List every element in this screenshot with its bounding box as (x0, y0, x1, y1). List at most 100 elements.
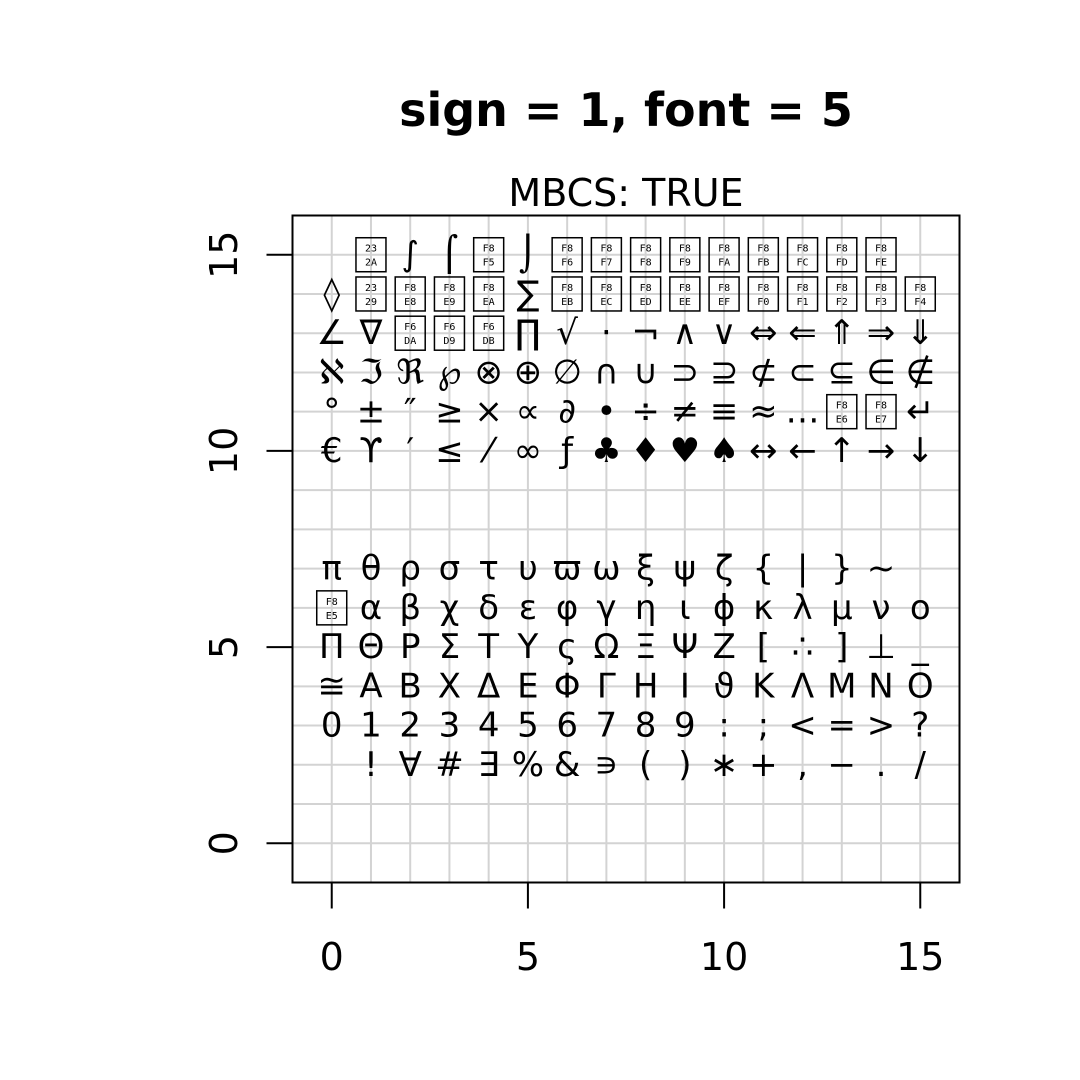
glyph-10-9: ♥ (670, 431, 700, 471)
missing-glyph-code-low: FD (836, 258, 848, 269)
glyph-13-13: ⇑ (828, 313, 857, 353)
glyph-4-1: Α (359, 666, 382, 706)
glyph-7-3: σ (439, 549, 461, 589)
chart-subtitle: MBCS: TRUE (508, 171, 743, 215)
missing-glyph-code-low: ED (640, 297, 652, 308)
missing-glyph-code-high: F8 (483, 244, 495, 255)
missing-glyph-code-low: E9 (443, 297, 455, 308)
glyph-3-9: 9 (674, 706, 696, 746)
glyph-5-15: _ (911, 627, 930, 667)
glyph-13-12: ⇐ (788, 313, 817, 353)
glyph-12-14: ∈ (866, 352, 896, 392)
missing-glyph-frame (629, 236, 662, 273)
missing-glyph-code-low: F8 (640, 258, 652, 269)
missing-glyph-code-high: F8 (718, 244, 730, 255)
missing-glyph-box-14-9: F8 EE (669, 276, 701, 312)
glyph-12-9: ⊃ (671, 352, 700, 392)
glyph-10-6: ƒ (558, 431, 574, 471)
missing-glyph-code-high: F8 (836, 283, 848, 294)
missing-glyph-code-low: F6 (561, 258, 573, 269)
missing-glyph-frame (472, 236, 505, 273)
glyph-7-0: π (321, 549, 341, 589)
missing-glyph-frame (708, 236, 740, 273)
missing-glyph-box-15-11: F8 FB (747, 236, 780, 273)
glyph-6-6: φ (556, 588, 578, 628)
missing-glyph-code-low: F9 (679, 258, 691, 269)
glyph-5-7: Ω (593, 627, 619, 667)
missing-glyph-code-low: DA (404, 336, 416, 347)
glyph-3-4: 4 (478, 706, 500, 746)
missing-glyph-code-high: 23 (365, 283, 377, 294)
glyph-15-5: ⌡ (519, 233, 537, 275)
glyph-12-15: ∉ (905, 352, 935, 392)
missing-glyph-box-15-14: F8 FE (865, 236, 897, 273)
glyph-4-0: ≅ (317, 666, 346, 706)
missing-glyph-code-low: D9 (443, 336, 455, 347)
glyph-13-0: ∠ (316, 313, 346, 353)
glyph-2-14: . (876, 745, 887, 785)
glyph-7-9: ψ (674, 549, 696, 589)
glyph-11-15: ↵ (906, 392, 935, 432)
glyph-5-0: Π (319, 627, 345, 667)
glyph-7-5: υ (518, 549, 538, 589)
glyph-6-10: ϕ (713, 588, 735, 628)
glyph-3-2: 2 (399, 706, 421, 746)
glyph-10-15: ↓ (906, 431, 935, 471)
missing-glyph-code-high: F6 (483, 322, 495, 333)
glyph-11-3: ≥ (435, 392, 464, 432)
glyph-6-15: ο (910, 588, 931, 628)
glyph-5-9: Ψ (671, 627, 698, 667)
missing-glyph-code-low: EF (718, 297, 730, 308)
glyph-10-8: ♦ (630, 431, 660, 471)
missing-glyph-frame (826, 236, 858, 273)
glyph-10-1: ϒ (359, 431, 383, 471)
glyph-6-1: α (360, 588, 382, 628)
x-tick-label-15: 15 (896, 935, 944, 979)
missing-glyph-code-low: F5 (483, 258, 495, 269)
glyph-table: ! ∀ # ∃% & ∍() ∗ +, −./0 1 2 3 4 5 6 7 8 9:; < = > ?≅ Α Β Χ Δ Ε Φ Γ Η… (315, 233, 937, 785)
missing-glyph-code-high: F8 (600, 244, 612, 255)
missing-glyph-code-low: 29 (365, 297, 377, 308)
glyph-5-13: ] (835, 627, 848, 667)
glyph-13-7: ⋅ (601, 313, 612, 353)
glyph-3-15: ? (911, 706, 929, 746)
missing-glyph-box-14-7: F8 EC (590, 276, 623, 312)
missing-glyph-code-low: FB (757, 258, 769, 269)
missing-glyph-code-low: EA (483, 297, 495, 308)
glyph-11-4: × (474, 392, 503, 432)
glyph-12-2: ℜ (396, 352, 424, 392)
glyph-4-2: Β (399, 666, 422, 706)
missing-glyph-box-13-2: F6 DA (394, 315, 426, 351)
glyph-11-1: ± (357, 392, 386, 432)
missing-glyph-box-13-4: F6 DB (472, 315, 505, 351)
glyph-12-8: ∪ (633, 352, 658, 392)
missing-glyph-frame (629, 276, 662, 312)
glyph-10-12: ← (788, 431, 817, 471)
glyph-5-6: ς (557, 627, 577, 667)
glyph-7-2: ρ (399, 549, 421, 589)
missing-glyph-box-14-6: F8 EB (551, 276, 583, 312)
missing-glyph-frame (826, 276, 858, 312)
glyph-4-8: Η (633, 666, 659, 706)
glyph-12-1: ℑ (359, 352, 383, 392)
missing-glyph-code-high: F8 (443, 283, 455, 294)
glyph-3-12: < (788, 706, 817, 746)
missing-glyph-code-low: F3 (875, 297, 887, 308)
glyph-2-7: ∍ (594, 745, 618, 785)
glyph-12-10: ⊇ (710, 352, 739, 392)
glyph-6-5: ε (519, 588, 537, 628)
missing-glyph-frame (826, 393, 858, 430)
glyph-12-3: ℘ (438, 352, 462, 392)
y-axis: 0 5 10 15 (202, 231, 293, 855)
glyph-12-5: ⊕ (514, 352, 543, 392)
missing-glyph-frame (394, 315, 426, 351)
